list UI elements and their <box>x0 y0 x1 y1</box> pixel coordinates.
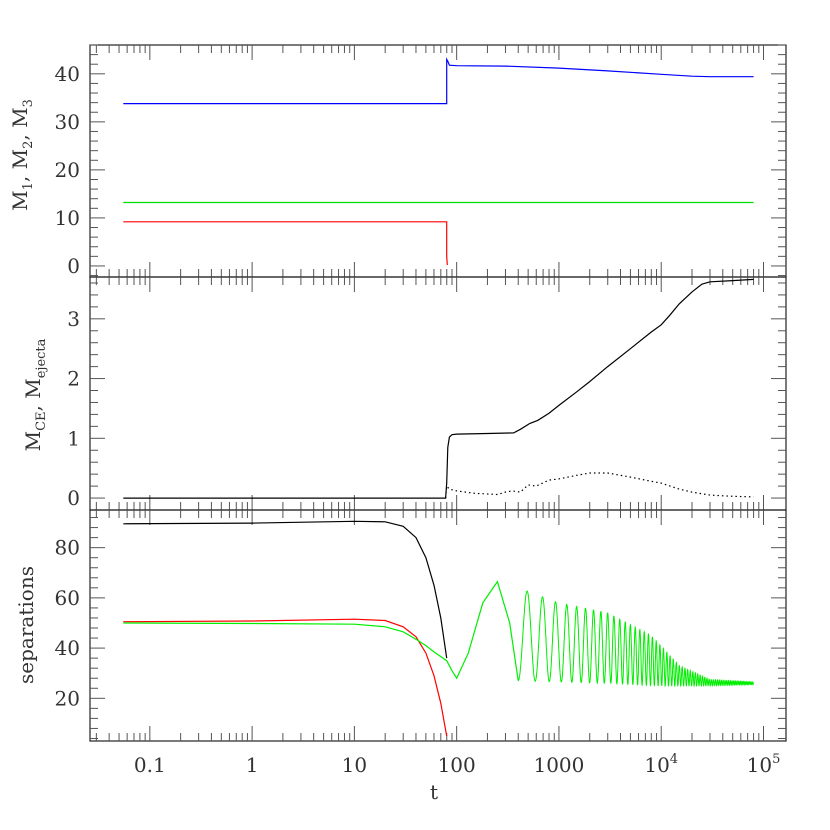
series-outer <box>123 520 448 659</box>
series-m1 <box>123 57 754 105</box>
y-tick-label: 40 <box>55 636 80 660</box>
x-tick-label: 104 <box>644 752 678 777</box>
series-inner-green <box>123 580 519 681</box>
x-axis-label: t <box>430 780 438 804</box>
series-m-ce <box>123 278 754 499</box>
y-axis-label-top: M1, M2, M3 <box>8 99 36 211</box>
series-oscillation <box>518 590 754 688</box>
panel-separations: 20 40 60 80 <box>55 509 787 742</box>
y-tick-label: 1 <box>67 426 80 450</box>
y-axis-label-middle: MCE, Mejecta <box>21 338 49 451</box>
series-m-ejecta <box>445 472 754 499</box>
y-tick-label: 0 <box>67 486 80 510</box>
svg-text:separations: separations <box>14 566 38 684</box>
y-tick-label: 3 <box>67 307 80 331</box>
svg-text:M1, M2, M3: M1, M2, M3 <box>8 99 36 211</box>
panel-masses: 0 10 20 30 40 <box>55 44 787 278</box>
series-m3 <box>123 221 448 266</box>
y-tick-label: 20 <box>55 686 80 710</box>
x-tick-label: 100 <box>438 753 476 777</box>
panel-common-envelope: 0 1 2 3 <box>67 276 787 511</box>
x-tick-label: 1000 <box>533 753 584 777</box>
y-tick-label: 60 <box>55 586 80 610</box>
panel-frame <box>89 44 787 278</box>
y-tick-label: 10 <box>55 206 80 230</box>
y-tick-label: 40 <box>55 62 80 86</box>
x-tick-label: 0.1 <box>134 753 166 777</box>
y-tick-label: 0 <box>67 254 80 278</box>
x-axis-tick-labels: 0.1 1 10 100 1000 104 105 <box>134 752 780 777</box>
panel-frame <box>89 276 787 511</box>
x-tick-label: 10 <box>342 753 367 777</box>
x-tick-label: 1 <box>246 753 259 777</box>
svg-text:MCE, Mejecta: MCE, Mejecta <box>21 338 49 451</box>
y-tick-label: 20 <box>55 158 80 182</box>
panel-frame <box>89 509 787 742</box>
y-axis-label-bottom: separations <box>14 566 38 684</box>
y-tick-label: 80 <box>55 536 80 560</box>
y-tick-label: 2 <box>67 367 80 391</box>
series-inner-red <box>123 618 448 737</box>
y-tick-label: 30 <box>55 110 80 134</box>
x-tick-label: 105 <box>747 752 781 777</box>
